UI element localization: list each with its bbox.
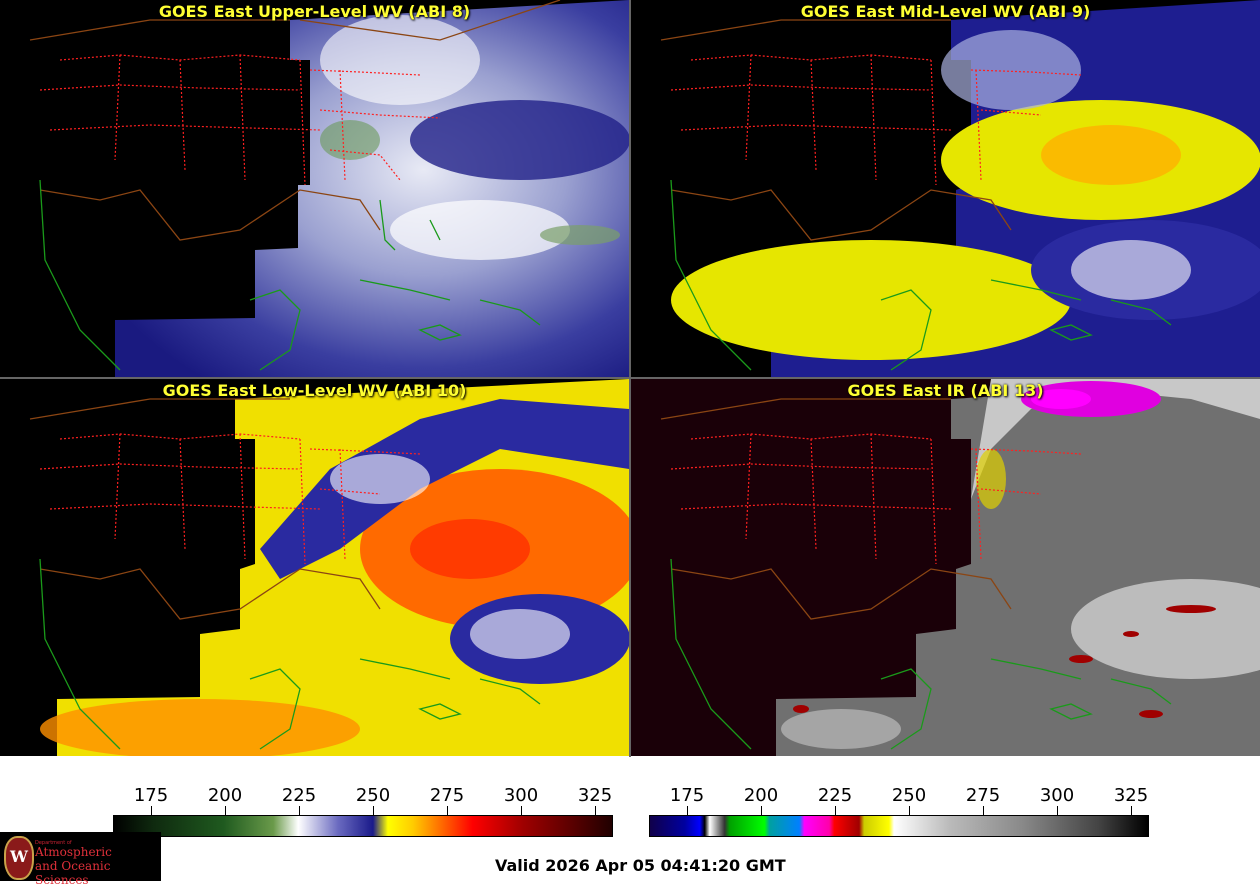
tick-mark	[761, 806, 762, 815]
tick-label: 250	[891, 785, 927, 806]
tick-mark	[151, 806, 152, 815]
panel-title: GOES East Low-Level WV (ABI 10)	[162, 381, 467, 400]
tick-mark	[1131, 806, 1132, 815]
tick-mark	[687, 806, 688, 815]
tick-mark	[447, 806, 448, 815]
ir-colorbar	[649, 815, 1149, 837]
panel-title: GOES East Upper-Level WV (ABI 8)	[158, 2, 471, 21]
logo-dept-line: Department of	[35, 840, 72, 846]
tick-mark	[373, 806, 374, 815]
panel-divider	[0, 377, 1260, 379]
tick-mark	[983, 806, 984, 815]
panel-low-level-wv: GOES East Low-Level WV (ABI 10)	[0, 379, 629, 756]
tick-mark	[1057, 806, 1058, 815]
uw-seal-icon: W	[4, 836, 34, 880]
panel-upper-level-wv: GOES East Upper-Level WV (ABI 8)	[0, 0, 629, 377]
tick-mark	[225, 806, 226, 815]
logo-line2: and Oceanic Sciences	[35, 859, 111, 887]
panel-mid-level-wv: GOES East Mid-Level WV (ABI 9)	[631, 0, 1260, 377]
satellite-image	[0, 0, 629, 377]
panel-title: GOES East Mid-Level WV (ABI 9)	[800, 2, 1091, 21]
tick-label: 200	[743, 785, 779, 806]
tick-label: 225	[817, 785, 853, 806]
tick-label: 175	[133, 785, 169, 806]
tick-label: 250	[355, 785, 391, 806]
tick-label: 325	[577, 785, 613, 806]
tick-label: 275	[429, 785, 465, 806]
tick-label: 325	[1113, 785, 1149, 806]
satellite-image	[660, 0, 1260, 377]
tick-label: 300	[503, 785, 539, 806]
panel-ir: GOES East IR (ABI 13)	[631, 379, 1260, 756]
tick-mark	[595, 806, 596, 815]
tick-label: 300	[1039, 785, 1075, 806]
tick-label: 200	[207, 785, 243, 806]
logo-line1: Atmospheric	[35, 845, 112, 859]
valid-time: Valid 2026 Apr 05 04:41:20 GMT	[495, 856, 786, 875]
tick-mark	[299, 806, 300, 815]
aos-logo: W Department of Atmospheric and Oceanic …	[0, 832, 161, 887]
tick-mark	[835, 806, 836, 815]
tick-mark	[521, 806, 522, 815]
panel-title: GOES East IR (ABI 13)	[847, 381, 1044, 400]
satellite-image	[631, 379, 1260, 756]
tick-label: 225	[281, 785, 317, 806]
tick-mark	[909, 806, 910, 815]
satellite-image	[29, 379, 629, 756]
wv-colorbar	[113, 815, 613, 837]
tick-label: 275	[965, 785, 1001, 806]
tick-label: 175	[669, 785, 705, 806]
